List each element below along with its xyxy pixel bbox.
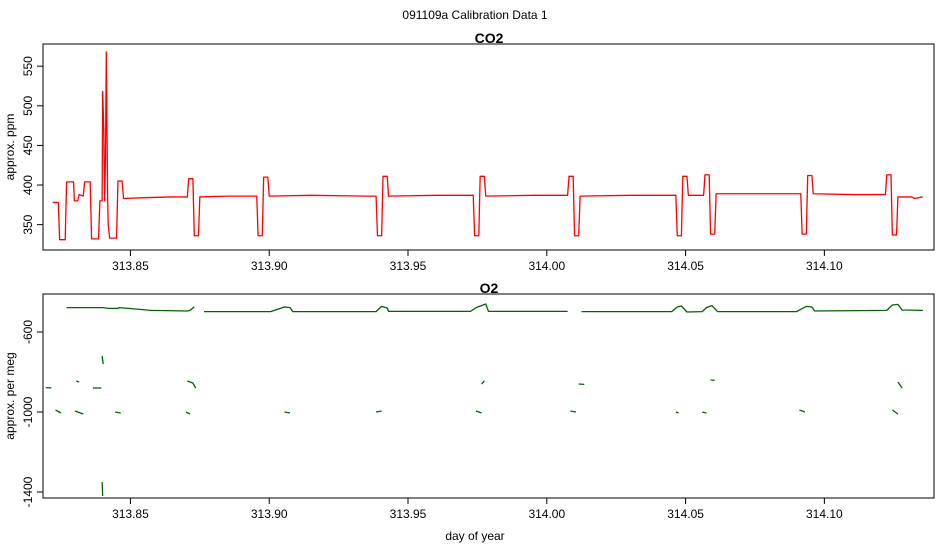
o2-series-line-2: [581, 303, 923, 313]
co2-y-tick-label: 400: [21, 175, 35, 195]
o2-series-line-0: [66, 306, 195, 312]
co2-series-line-0: [52, 51, 924, 241]
o2-series-line-13: [115, 411, 121, 414]
o2-series-line-22: [891, 409, 899, 415]
o2-series-line-16: [375, 410, 382, 413]
o2-x-tick-label: 314.10: [806, 507, 843, 521]
o2-series-line-18: [570, 410, 577, 413]
o2-series-line-19: [675, 411, 679, 414]
co2-y-tick-label: 350: [21, 214, 35, 234]
o2-panel: O2 313.85 313.90 313.95 314.00 314.05 314.10 -…: [3, 280, 935, 543]
co2-y-tick-label: 550: [21, 56, 35, 76]
co2-x-tick-label: 314.05: [667, 259, 704, 273]
co2-y-tick-label: 500: [21, 95, 35, 115]
o2-series-line-7: [481, 380, 485, 385]
co2-x-tick-label: 313.90: [251, 259, 288, 273]
co2-y-tick-label: 450: [21, 135, 35, 155]
co2-x-tick-label: 314.00: [528, 259, 565, 273]
o2-series-line-17: [475, 410, 482, 414]
o2-series-line-12: [74, 410, 84, 415]
o2-series-line-14: [185, 411, 191, 415]
co2-x-tick-label: 313.95: [390, 259, 427, 273]
o2-plot-frame: [42, 293, 935, 499]
o2-x-tick-label: 313.90: [251, 507, 288, 521]
o2-series-line-24: [101, 355, 104, 365]
o2-title: O2: [480, 280, 499, 296]
o2-series-line-23: [101, 481, 104, 497]
o2-series-line-15: [284, 411, 291, 414]
o2-x-tick-label: 313.95: [390, 507, 427, 521]
o2-series-line-11: [55, 409, 62, 414]
o2-axes: 313.85 313.90 313.95 314.00 314.05 314.10 -600…: [21, 320, 843, 521]
co2-panel: CO2 313.85 313.90 313.95 314.00 314.05 314.10…: [3, 30, 935, 273]
o2-series-line-21: [799, 409, 806, 413]
co2-axes: 313.85 313.90 313.95 314.00 314.05 314.10 350 4…: [21, 56, 843, 273]
o2-series: [45, 303, 923, 497]
o2-x-tick-label: 314.05: [667, 507, 704, 521]
o2-y-tick-label: -1400: [21, 476, 35, 507]
o2-series-line-1: [203, 303, 568, 313]
co2-title: CO2: [475, 30, 504, 46]
co2-x-tick-label: 313.85: [112, 259, 149, 273]
o2-series-line-20: [702, 411, 707, 414]
chart-suptitle: 091109a Calibration Data 1: [402, 8, 548, 22]
o2-y-tick-label: -600: [21, 320, 35, 344]
co2-y-axis-label: approx. ppm: [3, 114, 17, 181]
o2-series-line-6: [187, 380, 197, 389]
co2-x-tick-label: 314.10: [806, 259, 843, 273]
co2-plot-frame: [42, 43, 935, 251]
o2-x-axis-label: day of year: [445, 529, 504, 543]
co2-series: [52, 51, 924, 241]
o2-y-tick-label: -1000: [21, 396, 35, 427]
o2-x-tick-label: 314.00: [528, 507, 565, 521]
o2-x-tick-label: 313.85: [112, 507, 149, 521]
o2-series-line-10: [897, 381, 903, 389]
o2-series-line-4: [76, 380, 80, 383]
o2-y-axis-label: approx. per meg: [3, 352, 17, 439]
